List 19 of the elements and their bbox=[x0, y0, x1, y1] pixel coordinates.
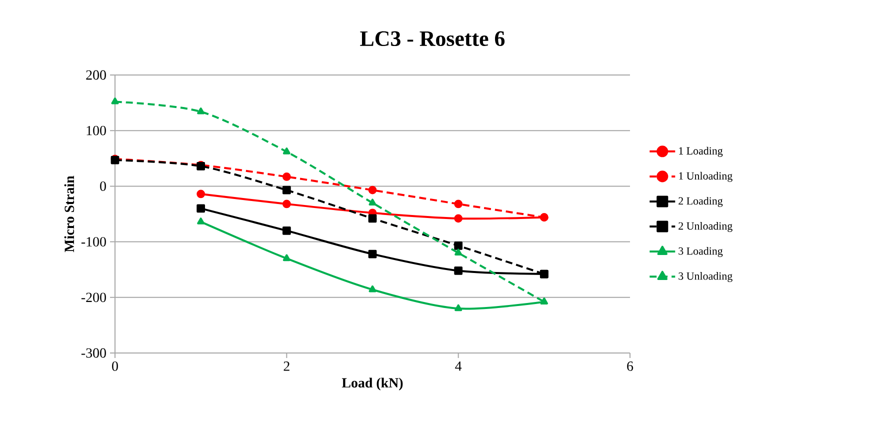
chart-title: LC3 - Rosette 6 bbox=[360, 31, 505, 46]
y-tick-label: -200 bbox=[81, 292, 106, 302]
y-tick-label: -100 bbox=[81, 237, 106, 247]
legend-label: 2 Loading bbox=[678, 196, 723, 207]
x-tick-label: 6 bbox=[627, 362, 634, 371]
legend-label: 1 Unloading bbox=[679, 172, 732, 182]
legend-label: 1 Loading bbox=[679, 146, 723, 157]
y-axis-title: Micro Strain bbox=[64, 176, 74, 252]
y-tick-label: -300 bbox=[81, 348, 106, 358]
x-axis-title: Load (kN) bbox=[342, 378, 403, 390]
y-tick-label: 200 bbox=[86, 70, 106, 80]
x-tick-label: 0 bbox=[112, 361, 118, 371]
x-tick-label: 4 bbox=[455, 361, 462, 371]
x-tick-label: 2 bbox=[284, 362, 290, 371]
legend-label: 3 Unloading bbox=[678, 272, 732, 282]
y-tick-label: 100 bbox=[86, 126, 106, 136]
y-tick-label: 0 bbox=[100, 181, 106, 191]
legend-label: 2 Unloading bbox=[678, 222, 732, 232]
legend-label: 3 Loading bbox=[678, 247, 723, 257]
